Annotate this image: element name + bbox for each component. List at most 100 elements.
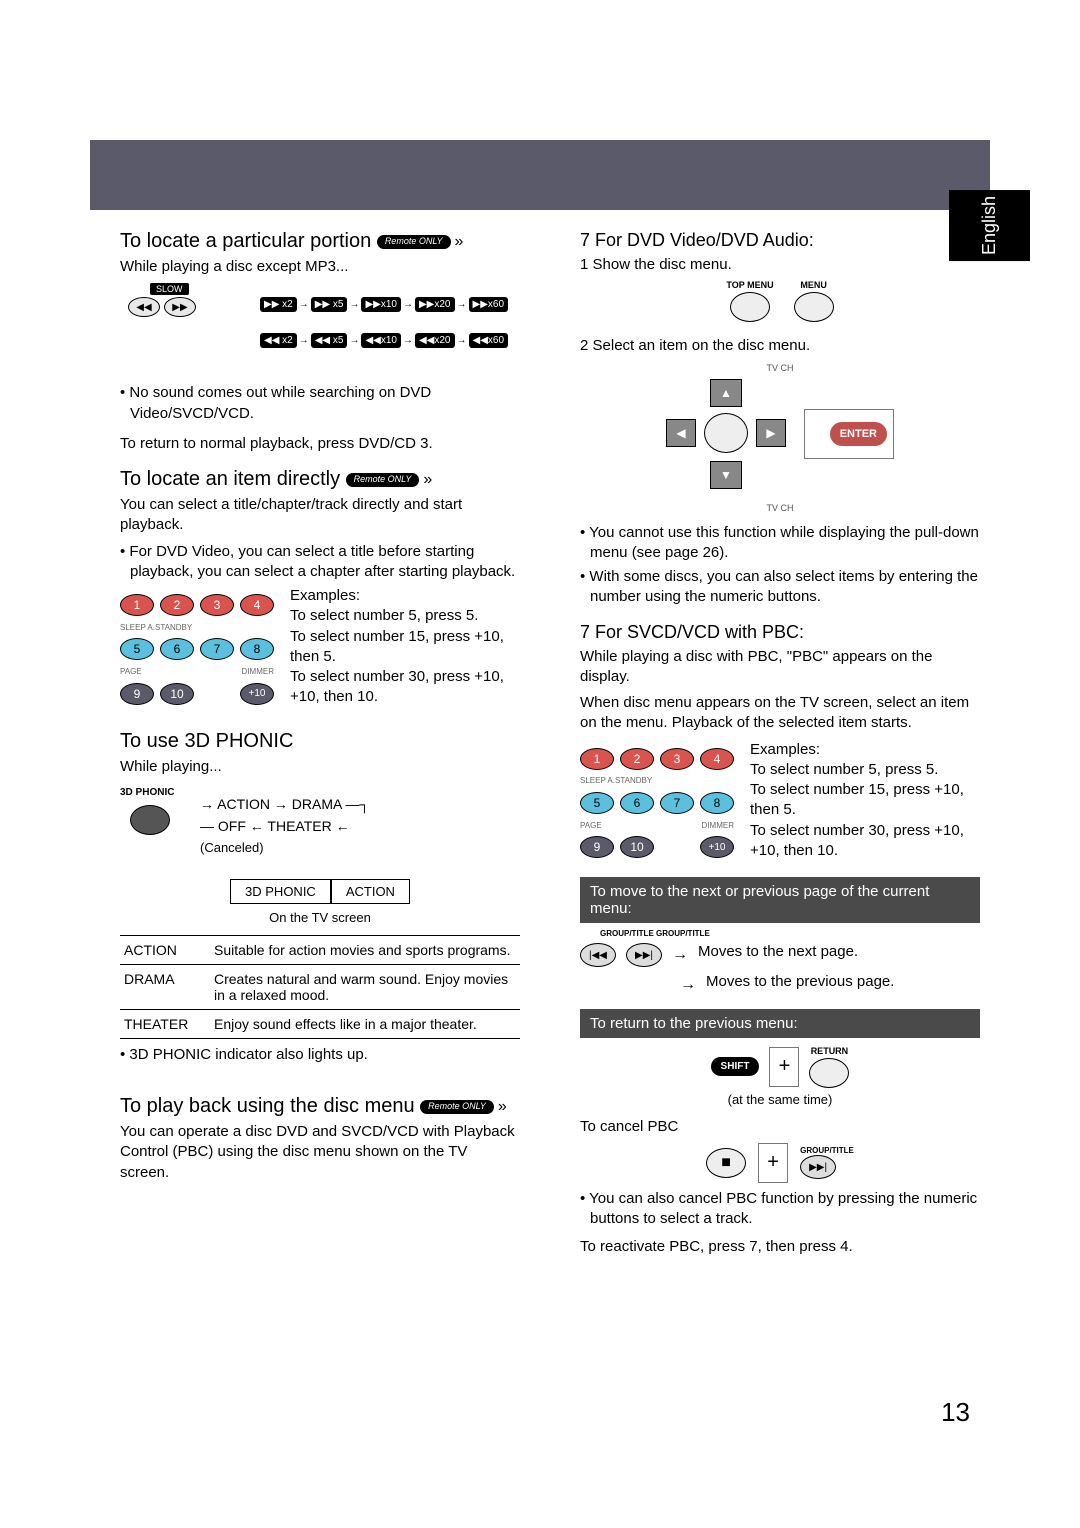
return-button[interactable] <box>809 1058 849 1088</box>
prev-page-nav: → Moves to the previous page. <box>580 972 980 998</box>
numpad-row-label: SLEEP A.STANDBY <box>120 623 274 633</box>
mode-desc: Suitable for action movies and sports pr… <box>210 935 520 964</box>
num-10[interactable]: 10 <box>620 836 654 858</box>
menu-buttons-group: TOP MENU MENU <box>580 281 980 322</box>
examples-title: Examples: <box>290 586 520 606</box>
numpad-row-label: SLEEP A.STANDBY <box>580 776 734 786</box>
reverse-speed-chain: ◀◀ x2→ ◀◀ x5→ ◀◀x10→ ◀◀x20→ ◀◀x60 <box>260 333 520 348</box>
table-row: DRAMACreates natural and warm sound. Enj… <box>120 964 520 1009</box>
return-menu-bar: To return to the previous menu: <box>580 1009 980 1038</box>
remote-only-badge: Remote ONLY » <box>346 471 433 489</box>
dpad-right[interactable]: ▶ <box>756 419 786 447</box>
tv-cell-left: 3D PHONIC <box>230 879 331 904</box>
return-normal-note: To return to normal playback, press DVD/… <box>120 434 520 454</box>
dpad-down[interactable]: ▼ <box>710 461 742 489</box>
next-track-button[interactable]: ▶▶| <box>626 943 662 967</box>
stop-button[interactable]: ■ <box>706 1148 746 1178</box>
numpad-spacer <box>660 836 694 858</box>
num-plus10[interactable]: +10 <box>700 836 734 858</box>
num-9[interactable]: 9 <box>120 683 154 705</box>
speed-chip: ▶▶x10 <box>361 297 401 312</box>
num-4[interactable]: 4 <box>240 594 274 616</box>
dvd-note2: • With some discs, you can also select i… <box>580 567 980 608</box>
menu-label: MENU <box>794 281 834 290</box>
num-2[interactable]: 2 <box>620 748 654 770</box>
phonic-button-label: 3D PHONIC <box>120 787 174 798</box>
num-10[interactable]: 10 <box>160 683 194 705</box>
reactivate-note: To reactivate PBC, press 7, then press 4… <box>580 1237 980 1257</box>
num-7[interactable]: 7 <box>200 638 234 660</box>
remote-only-badge: Remote ONLY » <box>420 1098 507 1116</box>
example-line: To select number 15, press +10, then 5. <box>750 780 980 821</box>
top-menu-button[interactable]: TOP MENU <box>726 281 773 322</box>
menu-button[interactable]: MENU <box>794 281 834 322</box>
shift-return-group: SHIFT + RETURN <box>580 1046 980 1088</box>
num-5[interactable]: 5 <box>580 792 614 814</box>
num-6[interactable]: 6 <box>620 792 654 814</box>
locate-item-p2: • For DVD Video, you can select a title … <box>120 542 520 583</box>
title-text: To play back using the disc menu <box>120 1095 415 1117</box>
num-1[interactable]: 1 <box>580 748 614 770</box>
group-title-label: GROUP/TITLE GROUP/TITLE <box>600 929 980 938</box>
forward-button[interactable]: ▶▶ <box>164 297 196 317</box>
num-3[interactable]: 3 <box>660 748 694 770</box>
disc-menu-title: To play back using the disc menu Remote … <box>120 1095 520 1118</box>
speed-chip: ▶▶ x2 <box>260 297 297 312</box>
next-track-button[interactable]: ▶▶| <box>800 1155 836 1179</box>
table-row: THEATEREnjoy sound effects like in a maj… <box>120 1009 520 1038</box>
num-2[interactable]: 2 <box>160 594 194 616</box>
speed-chip: ◀◀ x5 <box>311 333 348 348</box>
phonic-flow-text: → ACTION → DRAMA ―┐ ― OFF ← THEATER ← (C… <box>200 793 369 859</box>
enter-button-wrap: ENTER <box>804 409 894 459</box>
plus-icon: + <box>769 1047 799 1087</box>
examples-text: Examples: To select number 5, press 5. T… <box>290 586 520 708</box>
num-3[interactable]: 3 <box>200 594 234 616</box>
mode-name: DRAMA <box>120 964 210 1009</box>
speed-chip: ◀◀x10 <box>361 333 401 348</box>
dvd-title: 7 For DVD Video/DVD Audio: <box>580 230 980 251</box>
enter-button[interactable]: ENTER <box>830 422 887 446</box>
numpad-left: 1 2 3 4 SLEEP A.STANDBY 5 6 7 8 PAGEDIMM… <box>120 594 274 706</box>
remote-only-icon: Remote ONLY <box>346 473 420 487</box>
example-line: To select number 30, press +10, +10, the… <box>750 821 980 862</box>
mode-desc: Creates natural and warm sound. Enjoy mo… <box>210 964 520 1009</box>
next-page-nav: |◀◀ ▶▶| → Moves to the next page. <box>580 942 980 968</box>
title-text: To locate a particular portion <box>120 230 371 252</box>
move-page-bar: To move to the next or previous page of … <box>580 877 980 923</box>
svcd-title: 7 For SVCD/VCD with PBC: <box>580 622 980 643</box>
num-8[interactable]: 8 <box>700 792 734 814</box>
dpad-left[interactable]: ◀ <box>666 419 696 447</box>
num-4[interactable]: 4 <box>700 748 734 770</box>
title-text: To locate an item directly <box>120 468 340 490</box>
svcd-p1: While playing a disc with PBC, "PBC" app… <box>580 647 980 688</box>
dpad-center[interactable] <box>704 413 748 453</box>
cancel-pbc-note: • You can also cancel PBC function by pr… <box>580 1189 980 1230</box>
num-5[interactable]: 5 <box>120 638 154 660</box>
rewind-button[interactable]: ◀◀ <box>128 297 160 317</box>
tvch-label-bot: TV CH <box>580 503 980 513</box>
forward-speed-chain: ▶▶ x2→ ▶▶ x5→ ▶▶x10→ ▶▶x20→ ▶▶x60 <box>260 297 520 312</box>
prev-track-button[interactable]: |◀◀ <box>580 943 616 967</box>
remote-only-icon: Remote ONLY <box>377 235 451 249</box>
signal-icon: » <box>455 233 464 251</box>
speed-chip: ◀◀x60 <box>469 333 509 348</box>
locate-item-title: To locate an item directly Remote ONLY » <box>120 468 520 491</box>
num-9[interactable]: 9 <box>580 836 614 858</box>
tv-screen-box: 3D PHONIC ACTION <box>120 879 520 904</box>
num-8[interactable]: 8 <box>240 638 274 660</box>
examples-title: Examples: <box>750 740 980 760</box>
speed-chip: ◀◀x20 <box>415 333 455 348</box>
tv-cell-right: ACTION <box>331 879 410 904</box>
num-plus10[interactable]: +10 <box>240 683 274 705</box>
table-row: ACTIONSuitable for action movies and spo… <box>120 935 520 964</box>
num-6[interactable]: 6 <box>160 638 194 660</box>
phonic-button[interactable] <box>130 805 170 835</box>
dpad-up[interactable]: ▲ <box>710 379 742 407</box>
numpad-row-label: PAGEDIMMER <box>120 667 274 677</box>
button-icon <box>794 292 834 322</box>
num-1[interactable]: 1 <box>120 594 154 616</box>
dvd-note1: • You cannot use this function while dis… <box>580 523 980 564</box>
svcd-examples: Examples: To select number 5, press 5. T… <box>750 740 980 862</box>
shift-button[interactable]: SHIFT <box>711 1057 760 1076</box>
num-7[interactable]: 7 <box>660 792 694 814</box>
